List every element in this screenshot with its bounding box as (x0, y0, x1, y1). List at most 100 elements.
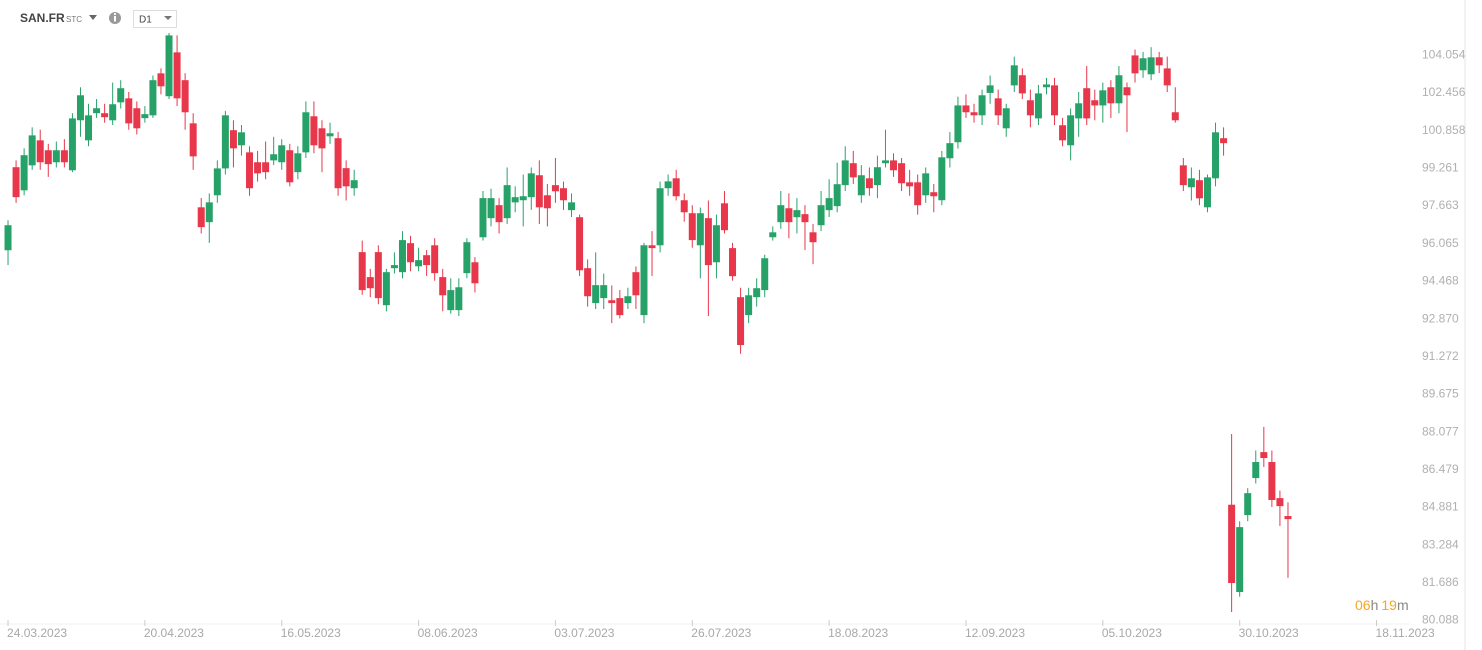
candle-body (761, 258, 769, 291)
y-tick-label: 96.065 (1422, 236, 1459, 250)
candle-body (342, 168, 350, 187)
candle-body (1268, 462, 1276, 500)
candle-body (173, 52, 181, 99)
candle-body (246, 152, 254, 189)
candle-body (1059, 125, 1067, 141)
candle-body (487, 198, 495, 219)
candle-body (415, 260, 423, 267)
candle-body (1212, 132, 1220, 179)
candle-body (76, 95, 84, 121)
candle-body (52, 150, 60, 163)
candle-body (1284, 516, 1292, 520)
countdown-minutes: 19 (1381, 597, 1397, 613)
candle-body (60, 150, 68, 163)
candle-body (584, 268, 592, 297)
candle-body (133, 108, 141, 129)
candle-body (946, 143, 954, 159)
x-tick-label: 08.06.2023 (418, 626, 478, 640)
candle-body (1026, 100, 1034, 116)
x-tick-label: 26.07.2023 (691, 626, 751, 640)
candle-body (189, 123, 197, 157)
candle-body (568, 202, 576, 211)
x-tick-label: 05.10.2023 (1102, 626, 1162, 640)
candle-body (310, 116, 318, 146)
candle-body (157, 73, 165, 87)
candle-body (640, 245, 648, 316)
candle-body (551, 185, 559, 192)
x-tick-label: 24.03.2023 (7, 626, 67, 640)
candle-body (608, 300, 616, 304)
y-tick-label: 89.675 (1422, 387, 1459, 401)
y-tick-label: 94.468 (1422, 274, 1459, 288)
candle-body (1075, 103, 1083, 119)
candle-body (954, 105, 962, 143)
candle-body (455, 287, 463, 311)
symbol-suffix: STC (66, 15, 82, 24)
candle-body (1155, 57, 1163, 66)
candle-body (865, 178, 873, 189)
countdown-hours: 06 (1355, 597, 1371, 613)
candle-body (407, 243, 415, 263)
candle-body (109, 104, 117, 121)
candle-body (36, 140, 44, 163)
candle-body (213, 168, 221, 196)
candle-body (302, 112, 310, 153)
candle-body (1002, 108, 1010, 129)
y-tick-label: 84.881 (1422, 500, 1459, 514)
candle-body (278, 145, 286, 163)
candle-body (873, 167, 881, 186)
candle-body (1131, 55, 1139, 74)
candle-body (793, 210, 801, 218)
candle-body (398, 240, 406, 273)
symbol-dropdown[interactable] (89, 15, 97, 20)
info-glyph-dot (113, 12, 117, 16)
candle-body (1147, 57, 1155, 75)
candle-body (1034, 93, 1042, 119)
candle-body (857, 175, 865, 196)
candle-body (1051, 85, 1059, 116)
candle-body (1220, 138, 1228, 144)
candle-body (1195, 180, 1203, 199)
candle-body (527, 173, 535, 198)
candle-body (688, 213, 696, 241)
candle-body (785, 208, 793, 223)
candle-body (165, 35, 173, 97)
y-tick-label: 88.077 (1422, 424, 1459, 438)
candle-body (745, 295, 753, 316)
candle-body (632, 272, 640, 296)
candle-body (439, 277, 447, 296)
x-tick-label: 12.09.2023 (965, 626, 1025, 640)
candle-body (1107, 87, 1115, 104)
candle-body (1228, 504, 1236, 584)
candle-body (12, 167, 20, 198)
candle-body (656, 188, 664, 246)
candle-body (898, 163, 906, 184)
candle-body (1010, 65, 1018, 86)
candle-body (1115, 75, 1123, 104)
candle-body (881, 160, 889, 164)
candle-body (181, 80, 189, 113)
candle-body (149, 80, 157, 116)
candle-body (809, 232, 817, 243)
candle-body (769, 232, 777, 238)
y-tick-label: 92.870 (1422, 311, 1459, 325)
candle-body (906, 182, 914, 187)
x-tick-label: 18.08.2023 (828, 626, 888, 640)
candle-body (1067, 115, 1075, 146)
symbol[interactable]: SAN.FR (20, 11, 65, 25)
candle-body (471, 262, 479, 284)
candle-body (93, 108, 101, 114)
candle-body (696, 213, 704, 246)
candle-body (117, 88, 125, 103)
candle-body (221, 115, 229, 169)
candle-body (1236, 527, 1244, 592)
candle-body (463, 242, 471, 274)
candle-body (801, 214, 809, 223)
candle-body (1252, 462, 1260, 479)
candle-body (930, 192, 938, 197)
candle-body (841, 160, 849, 186)
candle-body (294, 153, 302, 173)
timeframe-select[interactable] (133, 10, 177, 28)
candle-body (720, 203, 728, 231)
